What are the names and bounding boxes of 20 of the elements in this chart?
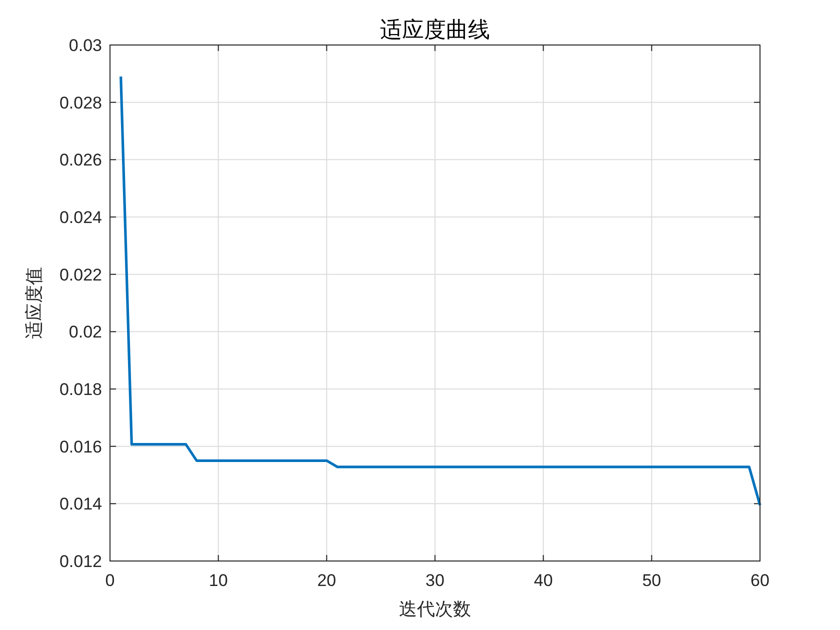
y-tick-label: 0.022 <box>59 265 102 284</box>
chart-title: 适应度曲线 <box>380 18 490 43</box>
y-tick-label: 0.024 <box>59 208 102 227</box>
y-tick-label: 0.012 <box>59 552 102 571</box>
x-tick-label: 60 <box>750 571 770 590</box>
y-tick-label: 0.014 <box>59 494 102 514</box>
y-tick-label: 0.018 <box>59 380 102 399</box>
x-tick-label: 10 <box>208 571 228 590</box>
x-tick-label: 20 <box>317 571 336 590</box>
x-tick-label: 50 <box>642 571 662 590</box>
y-axis-title: 适应度值 <box>24 267 45 339</box>
y-tick-label: 0.03 <box>68 36 102 55</box>
y-tick-label: 0.026 <box>59 150 102 170</box>
x-tick-label: 30 <box>426 571 444 590</box>
y-tick-label: 0.02 <box>68 322 102 342</box>
y-tick-label: 0.016 <box>59 437 102 456</box>
x-axis-title: 迭代次数 <box>399 599 471 620</box>
y-tick-label: 0.028 <box>59 93 102 112</box>
x-tick-label: 0 <box>105 571 115 590</box>
x-tick-label: 40 <box>534 571 553 590</box>
